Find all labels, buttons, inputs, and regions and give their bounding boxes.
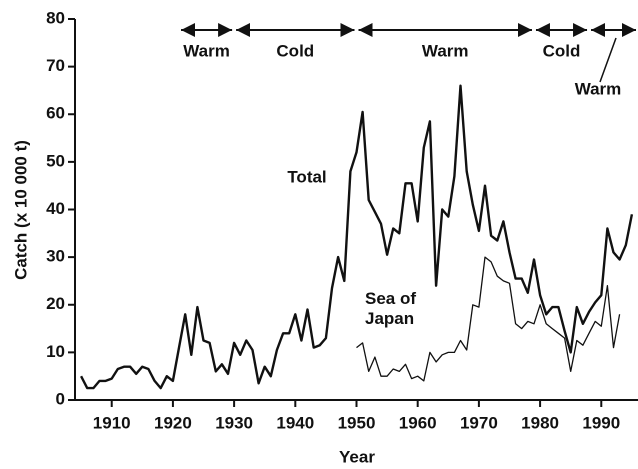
series-line — [80, 84, 634, 390]
x-tick-label: 1960 — [399, 413, 437, 432]
period-label: Warm — [183, 41, 230, 60]
y-tick-label: 20 — [46, 294, 65, 313]
x-tick-label: 1910 — [93, 413, 131, 432]
y-tick-label: 50 — [46, 151, 65, 170]
x-axis-label: Year — [339, 447, 375, 466]
x-tick-label: 1930 — [215, 413, 253, 432]
period-label: Cold — [543, 41, 581, 60]
series-label: Sea of Japan — [365, 289, 416, 328]
x-tick-label: 1990 — [582, 413, 620, 432]
series-label: Total — [287, 167, 326, 186]
y-tick-label: 10 — [46, 342, 65, 361]
period-label: Warm — [575, 79, 622, 98]
x-tick-label: 1950 — [338, 413, 376, 432]
y-tick-label: 0 — [56, 389, 65, 408]
period-pointer — [599, 37, 617, 83]
y-tick-label: 80 — [46, 8, 65, 27]
period-label: Warm — [422, 41, 469, 60]
series-line — [356, 256, 621, 382]
x-tick-label: 1940 — [276, 413, 314, 432]
x-tick-label: 1980 — [521, 413, 559, 432]
period-label: Cold — [276, 41, 314, 60]
x-tick-label: 1970 — [460, 413, 498, 432]
y-tick-label: 30 — [46, 247, 65, 266]
y-tick-label: 70 — [46, 56, 65, 75]
x-tick-label: 1920 — [154, 413, 192, 432]
y-tick-label: 60 — [46, 104, 65, 123]
y-axis-label: Catch (x 10 000 t) — [11, 140, 30, 280]
y-tick-label: 40 — [46, 199, 65, 218]
